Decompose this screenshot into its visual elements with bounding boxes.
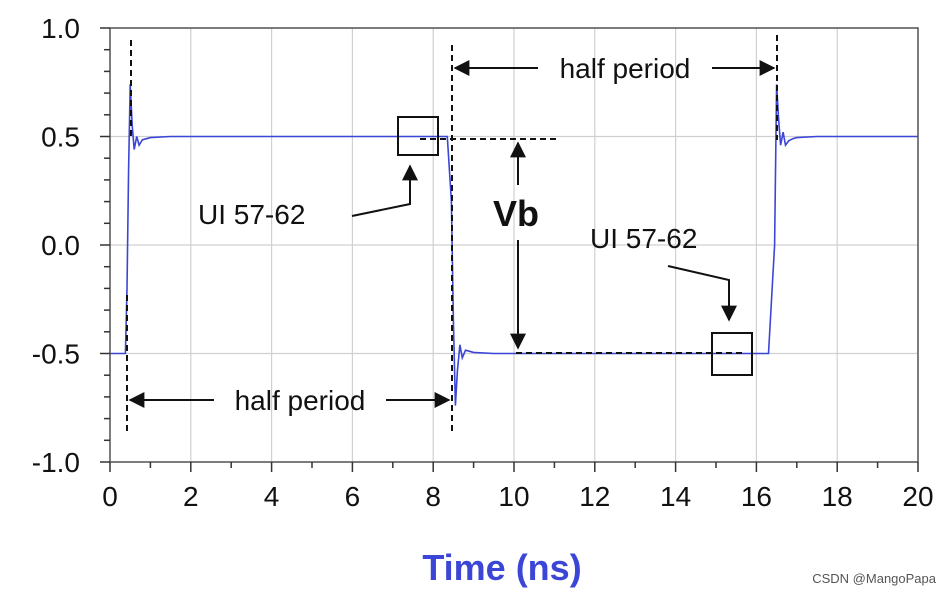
x-tick-label: 2 bbox=[183, 481, 199, 512]
ui-pointer-high bbox=[351, 164, 418, 217]
x-tick-label: 10 bbox=[498, 481, 529, 512]
y-tick-label: 0.5 bbox=[41, 122, 80, 153]
half-period-bottom-label: half period bbox=[235, 385, 366, 416]
tick-labels: 0 2 4 6 8 10 12 14 16 18 20 1.0 0.5 0.0 -0.5 -1.0 bbox=[32, 13, 934, 512]
x-tick-label: 6 bbox=[345, 481, 361, 512]
ui-label-low: UI 57-62 bbox=[590, 223, 697, 254]
y-tick-label: -1.0 bbox=[32, 447, 80, 478]
y-tick-label: -0.5 bbox=[32, 339, 80, 370]
x-tick-label: 8 bbox=[425, 481, 441, 512]
axis-ticks bbox=[100, 27, 919, 472]
y-tick-label: 0.0 bbox=[41, 230, 80, 261]
x-tick-label: 4 bbox=[264, 481, 280, 512]
data-layer bbox=[110, 84, 918, 406]
ui-window-box-high bbox=[397, 116, 439, 156]
ui-pointer-low bbox=[667, 265, 737, 322]
x-tick-label: 16 bbox=[741, 481, 772, 512]
ui-window-box-low bbox=[711, 332, 753, 376]
x-tick-label: 12 bbox=[579, 481, 610, 512]
vb-label: Vb bbox=[493, 193, 539, 234]
x-tick-label: 14 bbox=[660, 481, 691, 512]
y-tick-label: 1.0 bbox=[41, 13, 80, 44]
gridlines bbox=[109, 27, 919, 463]
watermark-text: CSDN @MangoPapa bbox=[812, 571, 936, 586]
ui-label-high: UI 57-62 bbox=[198, 199, 305, 230]
annotations: half period half period UI 57-62 UI 57-6… bbox=[126, 35, 778, 434]
half-period-top-label: half period bbox=[560, 53, 691, 84]
x-axis-title: Time (ns) bbox=[422, 547, 581, 588]
x-tick-label: 20 bbox=[902, 481, 933, 512]
x-tick-label: 0 bbox=[102, 481, 118, 512]
x-tick-label: 18 bbox=[822, 481, 853, 512]
series-line bbox=[110, 84, 918, 406]
